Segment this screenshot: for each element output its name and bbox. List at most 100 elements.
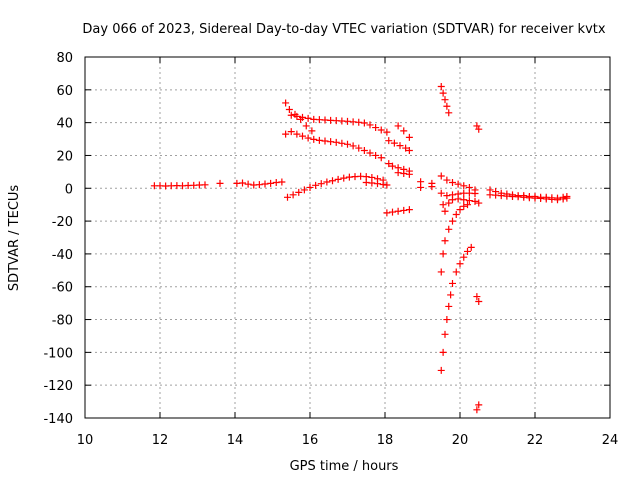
data-point	[284, 193, 291, 201]
data-point	[405, 147, 413, 155]
data-point	[443, 176, 451, 184]
data-point	[475, 125, 483, 133]
data-point	[437, 83, 445, 91]
data-point	[452, 268, 460, 276]
data-point	[400, 127, 408, 135]
data-point	[405, 133, 413, 141]
data-point	[317, 180, 325, 188]
grid-lines	[85, 57, 610, 418]
x-tick-label: 14	[227, 433, 244, 448]
data-point	[443, 102, 451, 110]
data-point	[310, 135, 318, 143]
data-point	[285, 106, 293, 114]
data-point	[355, 144, 363, 152]
y-tick-label: -100	[43, 346, 73, 361]
data-point	[437, 172, 445, 180]
data-point	[344, 140, 351, 148]
data-point	[449, 196, 456, 204]
data-point	[244, 180, 252, 188]
chart-title: Day 066 of 2023, Sidereal Day-to-day VTE…	[82, 22, 605, 37]
data-point	[340, 174, 348, 182]
y-tick-label: 20	[56, 149, 73, 164]
data-point	[441, 207, 449, 215]
data-point	[383, 209, 391, 217]
data-point	[338, 139, 346, 147]
data-point	[332, 138, 340, 146]
data-point	[443, 192, 451, 200]
data-point	[289, 191, 297, 199]
data-point	[471, 190, 479, 198]
y-tick-label: 60	[56, 84, 73, 99]
x-tick-label: 24	[602, 433, 619, 448]
data-point	[383, 128, 391, 136]
data-point	[355, 118, 363, 126]
data-point	[439, 348, 447, 356]
data-point	[385, 160, 393, 168]
data-point	[454, 180, 462, 188]
data-point	[559, 195, 567, 203]
data-point	[304, 134, 312, 142]
y-tick-label: -140	[43, 412, 73, 427]
data-point	[473, 406, 481, 414]
data-point	[460, 253, 468, 261]
data-point	[445, 199, 453, 207]
data-point	[293, 130, 301, 138]
y-tick-labels: -140 -120 -100 -80 -60 -40 -20 0 20 40 60 80	[43, 51, 73, 427]
data-point	[377, 126, 385, 134]
data-point	[300, 186, 308, 194]
data-point	[299, 132, 306, 140]
y-tick-label: -80	[52, 314, 73, 329]
data-point	[282, 130, 290, 138]
data-point	[437, 268, 445, 276]
data-point	[362, 173, 370, 181]
data-point	[428, 183, 436, 191]
data-point	[302, 122, 310, 130]
data-point	[447, 291, 455, 299]
data-point	[445, 302, 453, 310]
data-point	[443, 316, 451, 324]
data-point	[377, 154, 385, 162]
data-point	[563, 194, 571, 202]
y-tick-label: -60	[52, 281, 73, 296]
data-point	[441, 330, 449, 338]
data-point	[449, 279, 456, 287]
data-point	[201, 181, 209, 189]
x-tick-label: 12	[152, 433, 169, 448]
data-point	[475, 199, 483, 207]
data-point	[456, 260, 464, 268]
data-point	[467, 243, 475, 251]
data-point	[473, 293, 481, 301]
data-point	[261, 180, 269, 188]
data-point	[368, 179, 376, 187]
data-point	[464, 247, 471, 255]
data-point	[452, 211, 460, 219]
data-point	[554, 196, 561, 204]
data-point	[460, 196, 468, 204]
data-point	[329, 177, 336, 185]
data-point	[439, 250, 447, 258]
data-point	[349, 142, 357, 150]
data-point	[374, 180, 381, 188]
x-tick-label: 22	[527, 433, 544, 448]
y-tick-label: 40	[56, 117, 73, 132]
data-points	[150, 83, 571, 414]
x-tick-label: 16	[302, 433, 319, 448]
data-point	[449, 217, 456, 225]
data-point	[366, 121, 374, 129]
y-tick-label: 0	[65, 182, 73, 197]
y-tick-label: -40	[52, 248, 73, 263]
data-point	[400, 206, 408, 214]
data-point	[385, 137, 393, 145]
data-point	[267, 179, 275, 187]
data-point	[372, 151, 380, 159]
data-point	[456, 206, 464, 214]
x-tick-label: 18	[377, 433, 394, 448]
data-point	[323, 178, 331, 186]
data-point	[366, 149, 374, 157]
y-tick-label: -20	[52, 215, 73, 230]
data-point	[389, 208, 396, 216]
data-point	[216, 179, 224, 187]
data-point	[396, 142, 404, 150]
